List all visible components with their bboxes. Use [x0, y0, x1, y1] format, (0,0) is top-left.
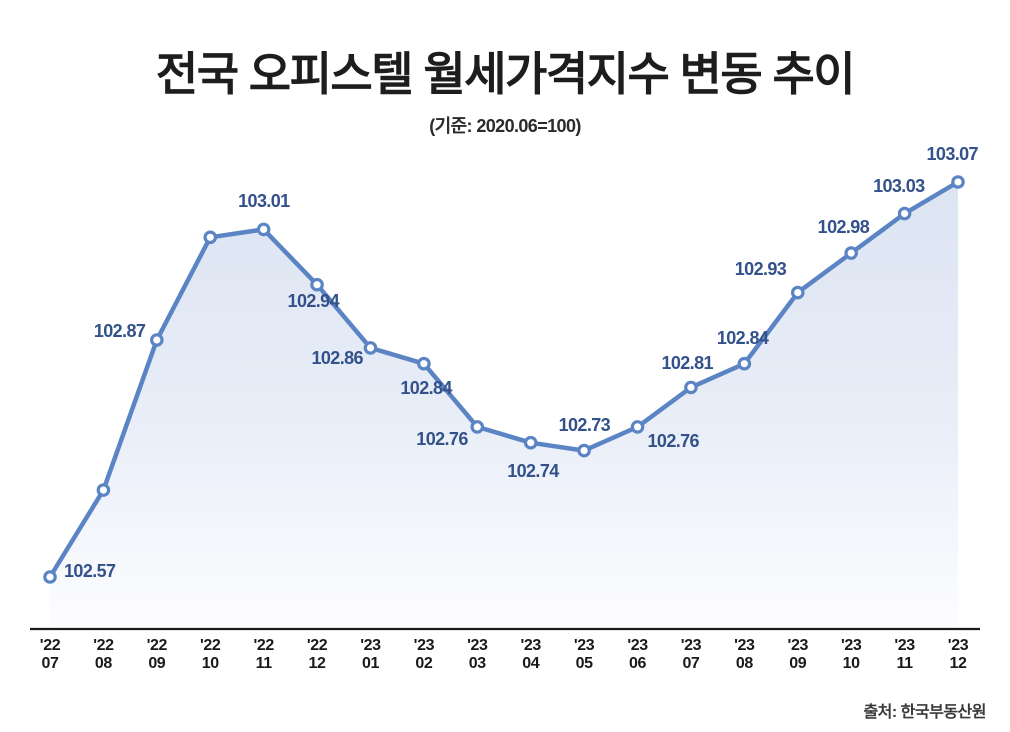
tick-year: '23: [467, 637, 488, 654]
data-point-label: 102.84: [716, 327, 769, 348]
data-point-marker[interactable]: [684, 380, 698, 395]
data-point-marker[interactable]: [363, 341, 378, 355]
data-point-label: 102.57: [64, 561, 116, 581]
tick-month: 07: [682, 654, 700, 672]
tick-month: 12: [308, 654, 326, 672]
tick-year: '23: [787, 637, 809, 654]
x-axis-tick: '23 07: [661, 637, 721, 673]
data-point-label: 102.84: [400, 377, 452, 398]
x-axis-tick: '23 05: [554, 637, 614, 673]
data-point-label: 102.93: [734, 258, 787, 279]
data-point-marker[interactable]: [470, 420, 485, 434]
data-point-label: 102.73: [558, 414, 611, 435]
data-point-marker[interactable]: [897, 206, 912, 221]
data-point-marker[interactable]: [43, 570, 57, 584]
tick-year: '22: [39, 637, 61, 654]
data-point-label: 102.76: [647, 430, 700, 451]
data-point-label: 103.01: [238, 191, 290, 212]
tick-year: '23: [413, 637, 435, 654]
tick-year: '23: [627, 637, 648, 654]
tick-year: '23: [520, 637, 542, 654]
data-point-label: 103.03: [873, 175, 925, 196]
x-axis-tick: '23 02: [394, 637, 454, 673]
tick-year: '22: [146, 637, 168, 654]
x-axis-tick: '23 10: [821, 637, 881, 673]
tick-month: 08: [94, 654, 112, 672]
data-point-label: 103.07: [926, 144, 979, 164]
x-axis-tick: '22 11: [234, 637, 294, 673]
data-point-label: 102.98: [817, 217, 870, 238]
tick-year: '23: [573, 637, 595, 654]
page-title: 전국 오피스텔 월세가격지수 변동 추이: [155, 48, 856, 100]
x-axis-tick: '22 08: [73, 637, 133, 673]
tick-year: '23: [734, 637, 755, 654]
tick-month: 08: [735, 654, 753, 672]
data-point-marker[interactable]: [844, 246, 858, 260]
data-point-label: 102.94: [287, 290, 340, 311]
x-axis-tick: '22 10: [180, 637, 240, 673]
tick-year: '23: [894, 637, 915, 654]
tick-month: 11: [896, 654, 914, 672]
data-point-marker[interactable]: [577, 443, 591, 458]
x-axis-tick: '23 01: [340, 637, 400, 673]
x-axis-tick: '23 06: [608, 637, 668, 673]
data-point-marker[interactable]: [951, 175, 965, 189]
tick-year: '22: [93, 637, 114, 654]
tick-month: 11: [255, 654, 273, 672]
x-axis-tick: '22 09: [127, 637, 187, 673]
data-point-marker[interactable]: [256, 222, 271, 237]
tick-month: 07: [41, 654, 59, 672]
tick-month: 09: [148, 654, 166, 672]
tick-month: 12: [949, 654, 967, 672]
data-point-marker[interactable]: [203, 230, 218, 245]
tick-month: 02: [415, 654, 433, 672]
tick-year: '22: [200, 637, 221, 654]
x-axis-tick: '23 11: [875, 637, 935, 673]
data-point-marker[interactable]: [523, 435, 538, 450]
area-fill: [50, 182, 958, 629]
data-point-label: 102.87: [93, 321, 146, 341]
chart-subtitle: (기준: 2020.06=100): [429, 116, 581, 136]
tick-year: '23: [360, 637, 381, 654]
x-axis-tick: '23 08: [714, 637, 774, 673]
data-point-marker[interactable]: [96, 483, 111, 497]
tick-year: '23: [680, 637, 702, 654]
tick-year: '23: [840, 637, 862, 654]
x-axis-tick: '23 03: [447, 637, 507, 673]
tick-year: '22: [306, 637, 328, 654]
tick-month: 09: [789, 654, 807, 672]
tick-month: 10: [201, 654, 219, 672]
data-point-label: 102.86: [311, 347, 363, 368]
x-axis-tick: '23 04: [501, 637, 561, 673]
data-point-marker[interactable]: [310, 277, 324, 292]
data-point-markers: [43, 175, 965, 584]
tick-month: 10: [842, 654, 860, 672]
tick-month: 03: [468, 654, 486, 672]
x-axis-tick: '22 07: [20, 637, 80, 673]
tick-month: 05: [575, 654, 593, 672]
x-axis-tick: '22 12: [287, 637, 347, 673]
x-axis-tick: '23 12: [928, 637, 988, 673]
tick-month: 04: [522, 654, 540, 672]
x-axis-tick: '23 09: [768, 637, 828, 673]
data-line: [47, 179, 961, 580]
data-point-marker[interactable]: [630, 420, 645, 434]
tick-year: '23: [947, 637, 969, 654]
data-point-marker[interactable]: [737, 356, 752, 371]
data-point-label: 102.76: [416, 428, 468, 449]
data-point-marker[interactable]: [417, 356, 431, 371]
tick-month: 06: [629, 654, 647, 672]
data-point-label: 102.81: [661, 353, 713, 374]
source-note: 출처: 한국부동산원: [863, 704, 986, 721]
tick-month: 01: [361, 654, 379, 672]
data-point-marker[interactable]: [790, 285, 805, 300]
data-point-label: 102.74: [507, 460, 559, 481]
tick-year: '22: [253, 637, 274, 654]
data-point-marker[interactable]: [150, 333, 164, 347]
